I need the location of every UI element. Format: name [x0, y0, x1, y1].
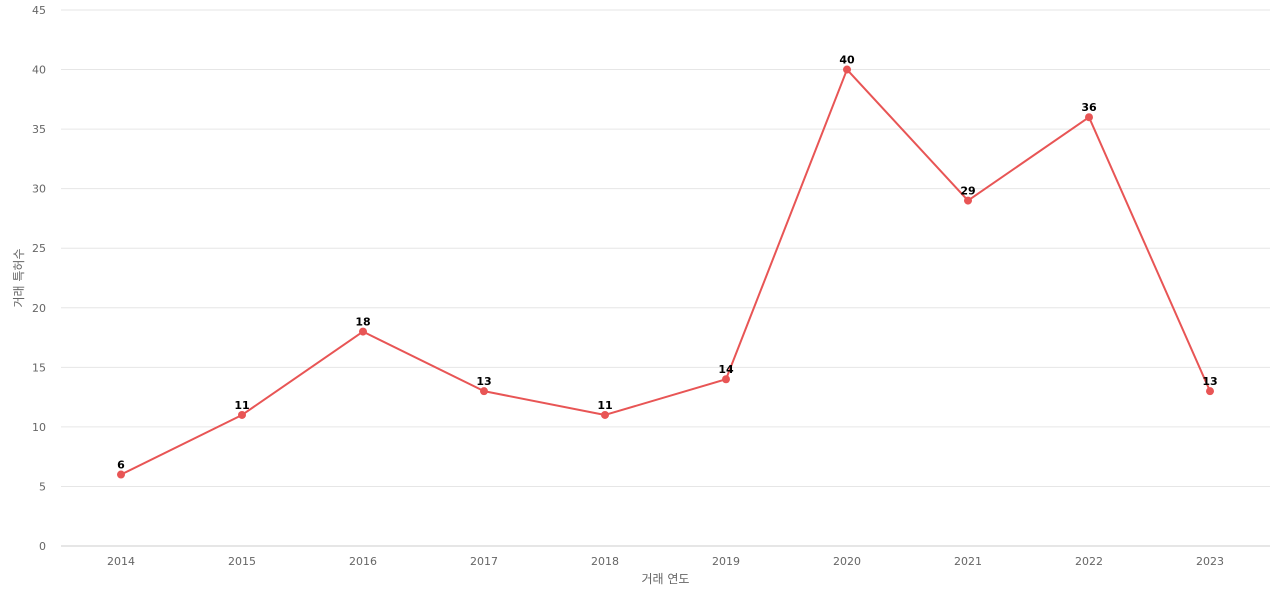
x-tick-label: 2017 — [470, 555, 498, 568]
x-tick-label: 2021 — [954, 555, 982, 568]
x-tick-label: 2015 — [228, 555, 256, 568]
data-label: 13 — [1202, 375, 1217, 388]
x-tick-label: 2022 — [1075, 555, 1103, 568]
gridlines — [61, 9, 1270, 487]
y-tick-label: 15 — [32, 361, 46, 374]
data-label: 6 — [117, 459, 125, 472]
y-tick-label: 0 — [39, 540, 46, 553]
x-tick-label: 2016 — [349, 555, 377, 568]
data-labels: 6 11 18 13 11 14 40 29 36 13 — [117, 54, 1217, 472]
y-axis-ticks: 0 5 10 15 20 25 30 35 40 45 — [32, 4, 46, 553]
data-label: 36 — [1081, 101, 1097, 114]
y-tick-label: 30 — [32, 183, 46, 196]
x-tick-label: 2019 — [712, 555, 740, 568]
y-tick-label: 45 — [32, 4, 46, 17]
data-label: 11 — [234, 399, 249, 412]
x-axis-ticks: 2014 2015 2016 2017 2018 2019 2020 2021 2022 2023 — [107, 555, 1224, 568]
data-label: 29 — [960, 185, 975, 198]
data-point[interactable] — [359, 327, 367, 336]
data-point[interactable] — [601, 410, 609, 419]
data-point[interactable] — [1206, 387, 1214, 396]
data-point[interactable] — [964, 196, 972, 205]
x-tick-label: 2014 — [107, 555, 135, 568]
data-point[interactable] — [117, 470, 125, 479]
series-line-group — [120, 68, 1211, 476]
x-tick-label: 2020 — [833, 555, 861, 568]
data-label: 40 — [839, 54, 855, 67]
x-axis-title: 거래 연도 — [642, 572, 690, 586]
series-line — [120, 68, 1211, 476]
data-point[interactable] — [238, 410, 246, 419]
data-point[interactable] — [480, 387, 488, 396]
x-tick-label: 2023 — [1196, 555, 1224, 568]
data-label: 13 — [476, 375, 491, 388]
y-tick-label: 40 — [32, 64, 46, 77]
x-tick-label: 2018 — [591, 555, 619, 568]
data-label: 18 — [355, 316, 370, 329]
data-point[interactable] — [843, 65, 851, 74]
data-label: 14 — [718, 363, 734, 376]
data-point[interactable] — [722, 375, 730, 384]
y-tick-label: 25 — [32, 242, 46, 255]
data-point[interactable] — [1085, 113, 1093, 122]
y-tick-label: 5 — [39, 480, 46, 493]
y-tick-label: 10 — [32, 421, 46, 434]
data-label: 11 — [597, 399, 612, 412]
y-axis-title: 거래 특허수 — [12, 248, 26, 307]
y-tick-label: 20 — [32, 302, 46, 315]
y-tick-label: 35 — [32, 123, 46, 136]
data-points — [117, 65, 1214, 479]
